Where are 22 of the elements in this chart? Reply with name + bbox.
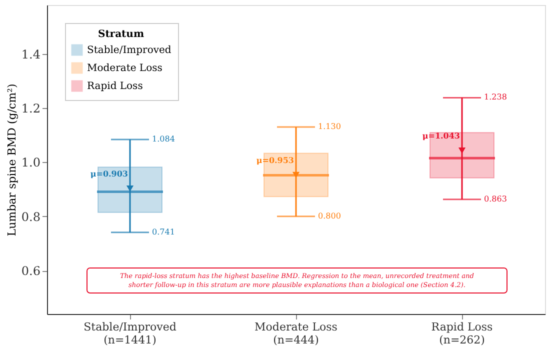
annotation: 0.863	[484, 194, 507, 204]
annotation: 1.084	[152, 134, 175, 144]
annotation: 0.800	[318, 211, 341, 220]
annotation: 1.238	[484, 92, 507, 102]
annotation: μ=1.043	[422, 130, 460, 141]
legend-label: Moderate Loss	[87, 63, 162, 74]
annotation: μ=0.903	[90, 168, 128, 179]
y-tick-label: 1.2	[21, 102, 40, 116]
x-tick-label: Stable/Improved (n=1441)	[84, 320, 176, 346]
x-tick-label: Moderate Loss (n=444)	[254, 320, 338, 346]
y-tick-label: 1.4	[21, 47, 41, 62]
x-tick-label: Rapid Loss (n=262)	[431, 320, 494, 346]
y-tick-label: 1.0	[21, 156, 40, 170]
annotation: 1.130	[318, 122, 341, 131]
y-tick-label: 0.8	[21, 210, 40, 224]
legend-title: Stratum	[98, 29, 144, 40]
annotation: 0.741	[152, 227, 175, 236]
legend-label: Rapid Loss	[87, 81, 143, 92]
y-axis-title: Lumbar spine BMD (g/cm²)	[5, 84, 18, 236]
legend-label: Stable/Improved	[87, 45, 172, 56]
annotation: μ=0.953	[256, 154, 294, 165]
y-tick-label: 0.6	[21, 264, 40, 278]
